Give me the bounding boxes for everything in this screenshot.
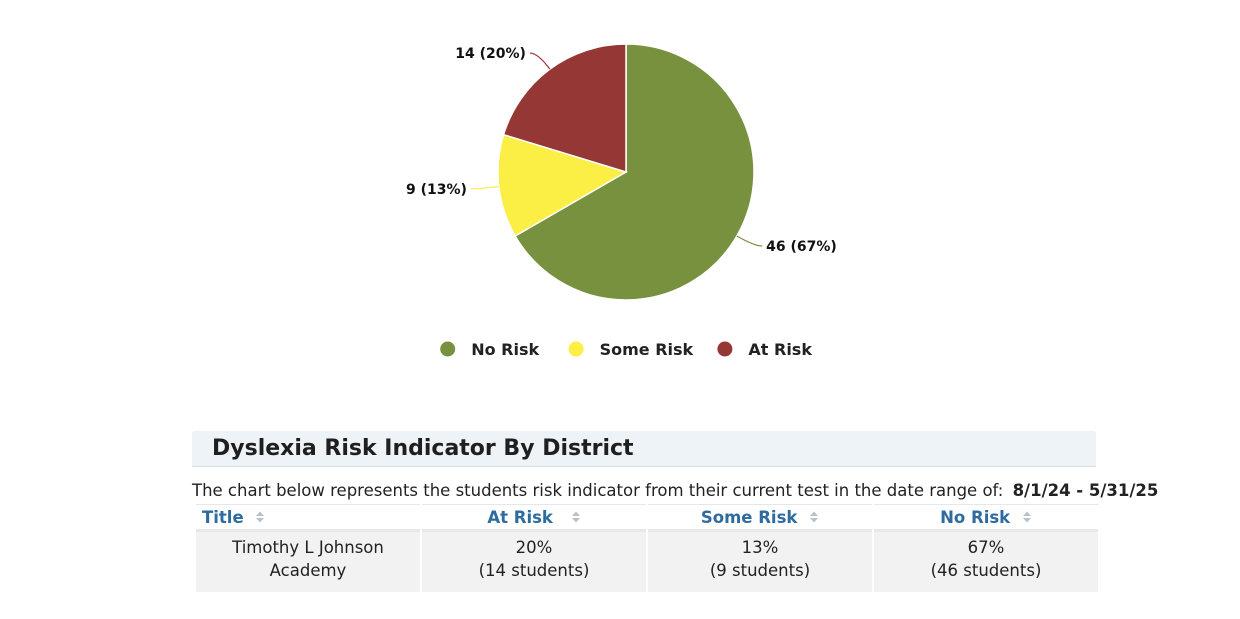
panel-description: The chart below represents the students … <box>192 481 1158 500</box>
column-header-some-risk-label: Some Risk <box>700 507 798 527</box>
risk-table: Title At Risk Some Risk <box>194 504 1100 592</box>
description-text: The chart below represents the students … <box>192 481 1004 500</box>
some-risk-percent: 13% <box>741 538 779 557</box>
cell-school-title: Timothy L Johnson Academy <box>196 532 420 592</box>
legend-label-at-risk: At Risk <box>748 340 812 359</box>
legend-marker-at-risk <box>717 341 733 357</box>
column-header-some-risk[interactable]: Some Risk <box>648 504 872 532</box>
date-range: 8/1/24 - 5/31/25 <box>1012 481 1159 500</box>
panel-title: Dyslexia Risk Indicator By District <box>212 436 634 461</box>
legend-label-no-risk: No Risk <box>471 340 539 359</box>
column-header-title-label: Title <box>202 507 244 527</box>
cell-no-risk: 67% (46 students) <box>874 532 1098 592</box>
sort-icon[interactable] <box>571 510 581 524</box>
school-title: Timothy L Johnson Academy <box>232 538 384 580</box>
pie-connector-no-risk <box>736 235 763 247</box>
pie-data-label-at-risk: 14 (20%) <box>455 46 526 62</box>
sort-icon[interactable] <box>255 510 265 524</box>
pie-connector-some-risk <box>470 185 499 190</box>
some-risk-count: (9 students) <box>709 561 811 580</box>
legend-item-at-risk[interactable]: At Risk <box>717 340 812 359</box>
legend-item-no-risk[interactable]: No Risk <box>440 340 539 359</box>
legend-label-some-risk: Some Risk <box>600 340 694 359</box>
panel-header: Dyslexia Risk Indicator By District <box>192 431 1096 467</box>
sort-icon[interactable] <box>1022 510 1032 524</box>
legend-marker-some-risk <box>568 341 584 357</box>
chart-legend: No Risk Some Risk At Risk <box>440 340 812 359</box>
legend-marker-no-risk <box>440 341 456 357</box>
column-header-at-risk[interactable]: At Risk <box>422 504 646 532</box>
table-row: Timothy L Johnson Academy 20% (14 studen… <box>196 532 1098 592</box>
column-header-no-risk[interactable]: No Risk <box>874 504 1098 532</box>
pie-connector-at-risk <box>529 52 551 70</box>
at-risk-percent: 20% <box>515 538 553 557</box>
dyslexia-risk-pie-chart: 46 (67%) 9 (13%) 14 (20%) No Risk Some Risk A… <box>406 43 837 359</box>
table-header-row: Title At Risk Some Risk <box>196 504 1098 532</box>
legend-item-some-risk[interactable]: Some Risk <box>568 340 694 359</box>
at-risk-count: (14 students) <box>478 561 590 580</box>
pie-data-label-some-risk: 9 (13%) <box>406 182 467 198</box>
cell-some-risk: 13% (9 students) <box>648 532 872 592</box>
column-header-at-risk-label: At Risk <box>487 507 553 527</box>
column-header-no-risk-label: No Risk <box>940 507 1011 527</box>
no-risk-percent: 67% <box>967 538 1005 557</box>
pie-slice-no-risk[interactable] <box>514 43 755 301</box>
column-header-title[interactable]: Title <box>196 504 420 532</box>
sort-icon[interactable] <box>809 510 819 524</box>
pie-slice-at-risk[interactable] <box>502 43 627 174</box>
cell-at-risk: 20% (14 students) <box>422 532 646 592</box>
pie-data-label-no-risk: 46 (67%) <box>766 239 837 255</box>
pie-slice-some-risk[interactable] <box>497 133 628 238</box>
no-risk-count: (46 students) <box>930 561 1042 580</box>
